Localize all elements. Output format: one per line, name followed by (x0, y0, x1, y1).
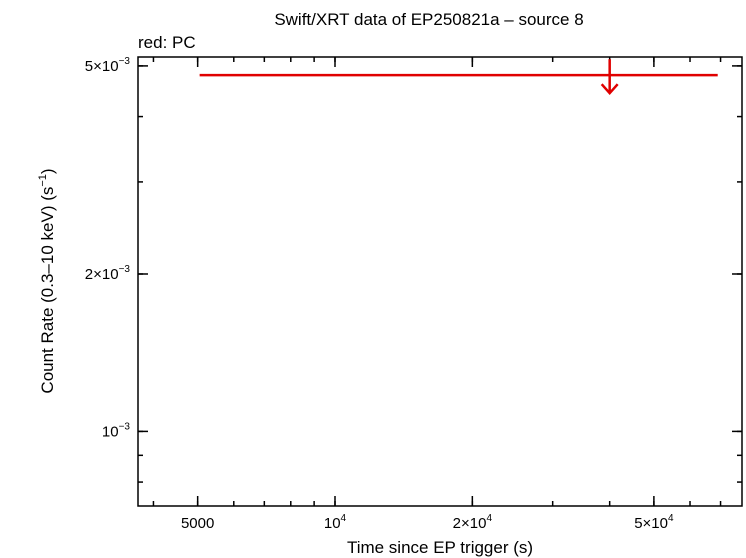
x-tick-label-exponent: 4 (486, 513, 492, 524)
x-tick-label: 2×104 (453, 513, 493, 532)
x-tick-label: 104 (324, 513, 347, 532)
y-tick-label-mantissa: 5×10 (85, 58, 119, 75)
plot-frame (137, 56, 743, 507)
y-tick-label: 10−3 (102, 421, 131, 440)
y-axis-label: Count Rate (0.3–10 keV) (s−1) (37, 168, 57, 393)
x-tick-label: 5000 (181, 515, 214, 532)
y-tick-label-exponent: −3 (119, 264, 131, 275)
y-tick-label-exponent: −3 (119, 421, 131, 432)
y-tick-label-mantissa: 2×10 (85, 266, 119, 283)
y-axis-label-end: ) (38, 168, 57, 174)
y-tick-label-exponent: −3 (119, 56, 131, 67)
chart-subtitle: red: PC (138, 33, 196, 52)
x-tick-label-exponent: 4 (341, 513, 347, 524)
x-tick-label-exponent: 4 (668, 513, 674, 524)
y-tick-label: 5×10−3 (85, 56, 131, 75)
y-tick-label-mantissa: 10 (102, 423, 119, 440)
x-tick-label-mantissa: 2×10 (453, 515, 487, 532)
y-tick-label: 2×10−3 (85, 264, 131, 283)
upper-limit-arrow-head (600, 83, 619, 96)
x-tick-label: 5×104 (634, 513, 674, 532)
y-axis-label-sup: −1 (37, 174, 49, 187)
data-series (199, 59, 718, 96)
x-tick-label-mantissa: 5×10 (634, 515, 668, 532)
x-axis-ticks: 5000 104 2×104 5×104 (181, 57, 674, 532)
x-axis-label: Time since EP trigger (s) (347, 538, 533, 557)
minor-ticks (138, 57, 742, 506)
y-axis-ticks: 5×10−32×10−310−3 (85, 56, 742, 440)
y-axis-label-main: Count Rate (0.3–10 keV) (s (38, 187, 57, 394)
chart-title: Swift/XRT data of EP250821a – source 8 (274, 10, 583, 29)
x-tick-label-mantissa: 10 (324, 515, 341, 532)
x-tick-label-mantissa: 5000 (181, 515, 214, 532)
